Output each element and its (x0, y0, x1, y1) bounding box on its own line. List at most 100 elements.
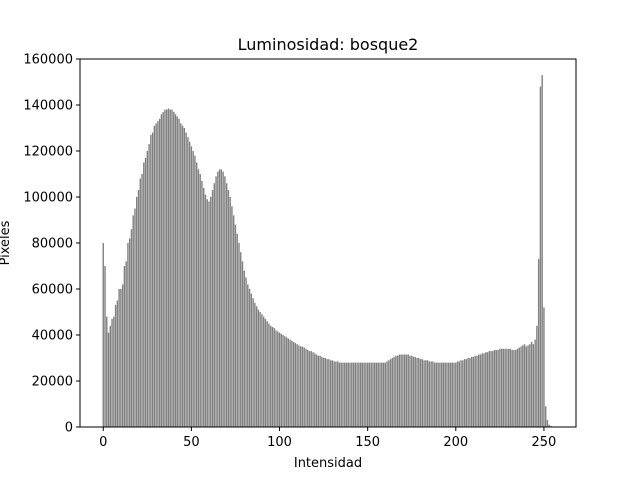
bar (354, 362, 357, 427)
bar (315, 354, 318, 427)
bar (485, 352, 487, 427)
bar (513, 349, 515, 427)
bar (400, 354, 402, 427)
bar (199, 174, 201, 427)
bar (366, 362, 369, 427)
bar (305, 348, 307, 427)
bar (194, 155, 196, 427)
bar (106, 316, 108, 427)
bar (294, 343, 297, 427)
bar (187, 137, 189, 427)
bar (507, 348, 510, 427)
bar (291, 340, 293, 427)
bar (206, 199, 208, 427)
bar (211, 190, 214, 427)
bar (150, 134, 152, 427)
bar (213, 183, 216, 427)
bar (144, 157, 147, 427)
bar (342, 362, 344, 427)
bar (285, 337, 288, 427)
bar (550, 425, 552, 427)
bar (143, 162, 145, 427)
bar (157, 121, 159, 427)
bar (384, 362, 386, 427)
bar (310, 351, 312, 427)
y-tick-label: 140000 (23, 99, 73, 114)
bar (488, 351, 490, 427)
bar (395, 355, 397, 427)
bar (192, 151, 194, 427)
bar (336, 361, 339, 427)
bar (499, 348, 501, 427)
bar (238, 243, 240, 427)
bar (451, 362, 453, 427)
bar (328, 359, 330, 427)
bar (368, 362, 371, 427)
y-tick-label: 120000 (23, 145, 73, 160)
bar (180, 123, 182, 428)
bar (176, 116, 178, 427)
bar (403, 354, 406, 427)
bar (486, 352, 489, 427)
bar (174, 114, 177, 427)
bar (312, 352, 314, 427)
bar (255, 306, 258, 427)
bar (218, 169, 221, 427)
bar (111, 318, 113, 427)
bar (331, 360, 334, 427)
bar (287, 338, 290, 427)
y-axis-label: Pixeles (0, 220, 13, 265)
bar (113, 316, 115, 427)
bar (462, 360, 464, 427)
bar (374, 362, 376, 427)
bar (227, 190, 230, 427)
bar (245, 277, 247, 427)
bar (128, 238, 131, 427)
bar (352, 362, 355, 427)
bar (259, 312, 261, 427)
bar (437, 362, 439, 427)
bar (497, 349, 499, 427)
bar (241, 261, 244, 427)
x-tick-label: 100 (267, 435, 292, 450)
bar (516, 348, 519, 427)
bar (120, 289, 122, 427)
bar (423, 360, 425, 427)
x-tick-label: 0 (99, 435, 107, 450)
bar (210, 197, 212, 427)
bar (173, 111, 175, 428)
bar (132, 215, 134, 427)
bar (382, 362, 385, 427)
bar (262, 316, 265, 427)
bar (329, 360, 332, 427)
bar (381, 362, 383, 427)
bar (123, 266, 126, 427)
bar (289, 339, 291, 427)
bar (409, 355, 411, 427)
bar (178, 118, 180, 428)
bar (481, 353, 483, 427)
bar (125, 261, 127, 427)
bar (372, 362, 374, 427)
bar (247, 284, 249, 427)
bar (523, 344, 526, 427)
bar (442, 362, 445, 427)
bar (389, 359, 392, 427)
bar (232, 215, 235, 427)
bar (321, 356, 323, 427)
bar (418, 358, 420, 427)
bar (243, 270, 245, 427)
bar (292, 341, 295, 427)
bar (136, 197, 138, 427)
bar (495, 349, 498, 427)
bar (298, 345, 300, 427)
chart-title: Luminosidad: bosque2 (238, 35, 419, 54)
bar (181, 125, 184, 427)
bar (483, 353, 485, 427)
bar (476, 355, 478, 427)
bar (151, 132, 154, 427)
bar (472, 356, 475, 427)
bar (162, 111, 164, 428)
bar (268, 323, 270, 427)
bar (530, 341, 533, 427)
